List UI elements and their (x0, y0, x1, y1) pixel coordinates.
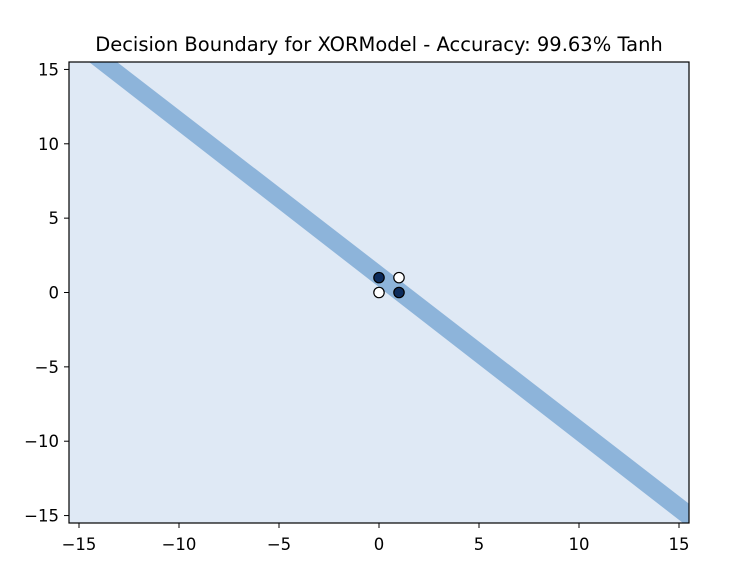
decision-band (89, 62, 689, 523)
y-tick-label: −5 (35, 358, 59, 377)
y-tick-label: −10 (24, 432, 59, 451)
x-tick-label: 5 (474, 535, 485, 554)
plot-area (68, 61, 690, 524)
x-tick-label: −5 (267, 535, 291, 554)
x-tick-label: 0 (374, 535, 385, 554)
data-point-class-1 (393, 286, 405, 299)
x-axis: −15 −10 −5 0 5 10 15 (62, 523, 690, 554)
data-point-class-1 (373, 271, 385, 284)
y-tick-label: 5 (49, 209, 60, 228)
y-axis: −15 −10 −5 0 5 10 15 (24, 60, 69, 526)
chart-title: Decision Boundary for XORModel - Accurac… (95, 33, 663, 56)
y-tick-label: 15 (38, 60, 59, 79)
x-tick-label: 15 (669, 535, 690, 554)
data-point-class-0 (373, 286, 385, 299)
y-tick-label: −15 (24, 507, 59, 526)
x-tick-label: −15 (62, 535, 97, 554)
y-tick-label: 0 (49, 284, 60, 303)
x-tick-label: 10 (569, 535, 590, 554)
y-tick-label: 10 (38, 135, 59, 154)
data-points (373, 271, 405, 299)
data-point-class-0 (393, 271, 405, 284)
x-tick-label: −10 (162, 535, 197, 554)
